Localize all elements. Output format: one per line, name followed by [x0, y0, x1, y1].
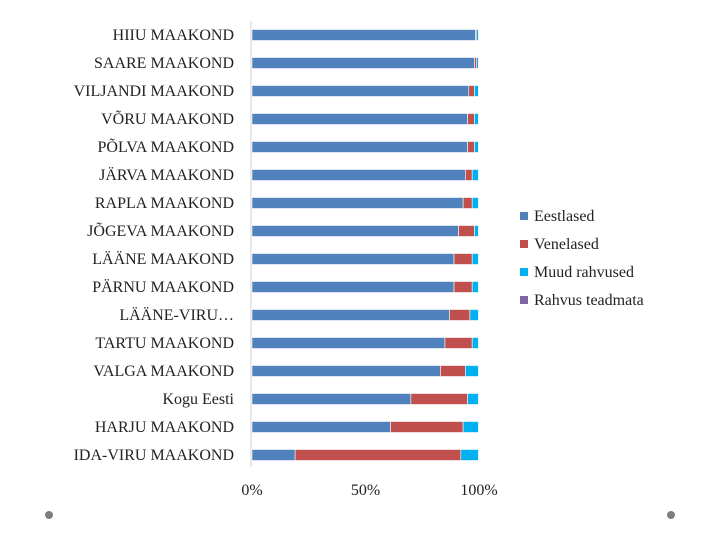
bar-segment [251, 281, 455, 293]
bar-segment [467, 393, 479, 405]
bar-segment [251, 337, 446, 349]
bar-segment [251, 393, 412, 405]
bars-group [251, 29, 480, 461]
bar-segment [251, 309, 450, 321]
legend-label: Muud rahvused [534, 264, 634, 281]
legend-label: Rahvus teadmata [534, 292, 644, 309]
bar-segment [251, 29, 476, 41]
category-labels: HIIU MAAKOND SAARE MAAKOND VILJANDI MAAKON… [74, 27, 235, 464]
bar-segment [471, 197, 479, 209]
bar-segment [471, 281, 479, 293]
category-label: LÄÄNE MAAKOND [92, 250, 234, 268]
x-tick-label: 50% [351, 482, 380, 499]
bar-segment [251, 197, 464, 209]
bar-segment [474, 141, 479, 153]
slide-dot-left [45, 511, 53, 519]
bar-segment [251, 449, 296, 461]
bar-segment [471, 169, 479, 181]
bar-segment [462, 197, 473, 209]
bar-segment [294, 449, 462, 461]
bar-segment [465, 169, 473, 181]
category-label: PÄRNU MAAKOND [92, 278, 234, 296]
bar-segment [251, 169, 466, 181]
bar-segment [251, 57, 475, 69]
bar-segment [390, 421, 464, 433]
category-label: VÕRU MAAKOND [101, 110, 234, 128]
legend-swatch [520, 240, 528, 248]
bar-segment [469, 309, 479, 321]
legend-label: Eestlased [534, 208, 594, 225]
legend-label: Venelased [534, 236, 599, 253]
bar-segment [440, 365, 466, 377]
bar-segment [465, 365, 479, 377]
bar-segment [251, 365, 441, 377]
bar-segment [251, 225, 459, 237]
bar-segment [474, 85, 479, 97]
bar-segment [471, 253, 479, 265]
category-label: JÄRVA MAAKOND [99, 166, 234, 184]
x-axis-tick-labels: 0% 50% 100% [241, 482, 497, 499]
category-label: HARJU MAAKOND [95, 419, 234, 436]
category-label: Kogu Eesti [162, 391, 234, 408]
bar-segment [474, 225, 479, 237]
category-label: TARTU MAAKOND [95, 335, 234, 352]
legend: Eestlased Venelased Muud rahvused Rahvus te… [520, 208, 644, 309]
category-label: HIIU MAAKOND [113, 27, 234, 44]
category-label: LÄÄNE-VIRU… [119, 306, 234, 324]
slide-dot-right [667, 511, 675, 519]
bar-segment [410, 393, 468, 405]
bar-segment [251, 141, 468, 153]
x-tick-label: 0% [241, 482, 262, 499]
category-label: JÕGEVA MAAKOND [87, 222, 234, 240]
legend-swatch [520, 268, 528, 276]
legend-swatch [520, 212, 528, 220]
bar-segment [458, 225, 475, 237]
bar-segment [453, 253, 473, 265]
legend-swatch [520, 296, 528, 304]
bar-segment [474, 57, 478, 69]
bar-segment [453, 281, 473, 293]
bar-segment [460, 449, 479, 461]
category-label: IDA-VIRU MAAKOND [74, 447, 234, 464]
bar-segment [474, 113, 479, 125]
category-label: RAPLA MAAKOND [95, 195, 234, 212]
bar-segment [251, 421, 391, 433]
category-label: PÕLVA MAAKOND [98, 138, 234, 156]
category-label: VALGA MAAKOND [93, 363, 234, 380]
x-tick-label: 100% [460, 482, 497, 499]
bar-segment [251, 113, 468, 125]
bar-segment [468, 85, 475, 97]
bar-segment [471, 337, 479, 349]
bar-segment [449, 309, 471, 321]
bar-segment [251, 85, 470, 97]
bar-segment [444, 337, 473, 349]
bar-segment [462, 421, 479, 433]
bar-segment [251, 253, 455, 265]
category-label: VILJANDI MAAKOND [74, 83, 234, 100]
bar-segment [467, 141, 475, 153]
bar-segment [467, 113, 475, 125]
category-label: SAARE MAAKOND [94, 55, 234, 72]
